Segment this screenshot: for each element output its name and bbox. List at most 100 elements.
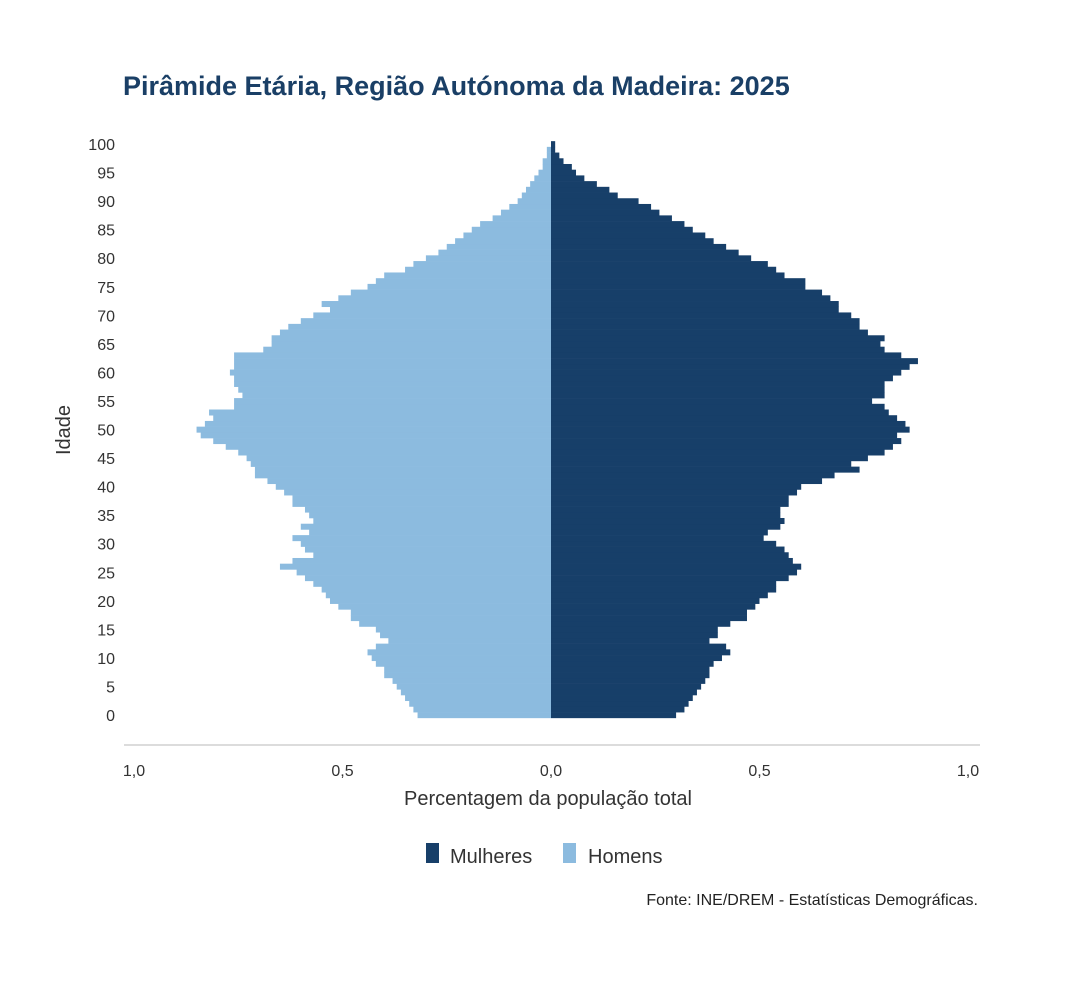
bar-mulheres-age-99 bbox=[551, 146, 556, 153]
bar-mulheres-age-84 bbox=[551, 232, 706, 239]
bar-homens-age-57 bbox=[238, 386, 551, 393]
bar-homens-age-76 bbox=[375, 278, 551, 285]
bar-mulheres-age-72 bbox=[551, 301, 839, 308]
y-tick-label: 45 bbox=[97, 451, 115, 468]
bar-mulheres-age-14 bbox=[551, 632, 718, 639]
bar-mulheres-age-49 bbox=[551, 432, 898, 439]
bar-homens-age-70 bbox=[313, 312, 551, 319]
bar-mulheres-age-89 bbox=[551, 203, 652, 210]
bar-mulheres-age-25 bbox=[551, 569, 798, 576]
y-tick-label: 10 bbox=[97, 651, 115, 668]
bar-mulheres-age-48 bbox=[551, 438, 902, 445]
bar-homens-age-29 bbox=[304, 546, 551, 553]
bar-homens-age-19 bbox=[338, 603, 551, 610]
bar-mulheres-age-94 bbox=[551, 175, 585, 182]
bar-homens-age-50 bbox=[196, 426, 552, 433]
bar-homens-age-40 bbox=[275, 483, 551, 490]
bar-mulheres-age-90 bbox=[551, 198, 639, 205]
y-tick-label: 95 bbox=[97, 166, 115, 183]
bar-homens-age-52 bbox=[213, 415, 552, 422]
bar-homens-age-41 bbox=[267, 478, 551, 485]
source-note: Fonte: INE/DREM - Estatísticas Demográfi… bbox=[646, 892, 978, 909]
y-tick-label: 15 bbox=[97, 622, 115, 639]
y-tick-label: 40 bbox=[97, 480, 115, 497]
bar-mulheres-age-22 bbox=[551, 586, 777, 593]
y-tick-label: 20 bbox=[97, 594, 115, 611]
bar-mulheres-age-39 bbox=[551, 489, 798, 496]
y-tick-label: 35 bbox=[97, 508, 115, 525]
y-tick-label: 30 bbox=[97, 537, 115, 554]
y-tick-label: 75 bbox=[97, 280, 115, 297]
bar-mulheres-age-33 bbox=[551, 523, 781, 530]
bar-homens-age-65 bbox=[271, 341, 551, 348]
bar-mulheres-age-1 bbox=[551, 706, 685, 713]
bar-homens-age-89 bbox=[509, 203, 551, 210]
bar-homens-age-67 bbox=[279, 329, 551, 336]
bar-mulheres-age-43 bbox=[551, 466, 860, 473]
legend: Mulheres Homens bbox=[426, 843, 662, 868]
bar-homens-age-42 bbox=[254, 472, 551, 479]
bar-mulheres-age-45 bbox=[551, 455, 868, 462]
bar-mulheres-age-100 bbox=[551, 141, 556, 148]
bar-mulheres-age-92 bbox=[551, 186, 610, 193]
bar-homens-age-4 bbox=[400, 689, 551, 696]
bar-mulheres-age-53 bbox=[551, 409, 889, 416]
bar-mulheres-age-26 bbox=[551, 563, 802, 570]
bar-mulheres-age-93 bbox=[551, 181, 597, 188]
y-tick-label: 50 bbox=[97, 423, 115, 440]
bar-homens-age-72 bbox=[321, 301, 551, 308]
bar-homens-age-88 bbox=[500, 209, 551, 216]
bar-homens-age-63 bbox=[234, 352, 551, 359]
bar-homens-age-54 bbox=[234, 403, 551, 410]
bar-mulheres-age-75 bbox=[551, 283, 806, 290]
bar-mulheres-age-6 bbox=[551, 677, 706, 684]
bar-homens-age-53 bbox=[209, 409, 551, 416]
bar-mulheres-age-91 bbox=[551, 192, 618, 199]
bar-mulheres-age-0 bbox=[551, 712, 677, 719]
y-tick-label: 100 bbox=[88, 137, 115, 154]
bar-mulheres-age-47 bbox=[551, 443, 893, 450]
bar-homens-age-69 bbox=[300, 318, 551, 325]
bar-mulheres-age-24 bbox=[551, 575, 789, 582]
bar-mulheres-age-51 bbox=[551, 420, 906, 427]
bar-homens-age-21 bbox=[325, 592, 551, 599]
bar-homens-age-7 bbox=[384, 672, 551, 679]
bar-homens-age-83 bbox=[455, 238, 551, 245]
y-tick-label: 25 bbox=[97, 565, 115, 582]
bar-homens-age-37 bbox=[292, 500, 551, 507]
bar-homens-age-58 bbox=[234, 380, 551, 387]
x-tick-label: 0,0 bbox=[540, 763, 562, 780]
y-tick-label: 90 bbox=[97, 194, 115, 211]
bars-homens bbox=[196, 146, 552, 719]
bar-homens-age-96 bbox=[542, 163, 551, 170]
bar-mulheres-age-79 bbox=[551, 261, 768, 268]
legend-label-mulheres: Mulheres bbox=[450, 846, 532, 868]
y-axis-ticks: 0 5 10 15 20 25 30 35 40 45 50 55 60 65 70 75 80 85 90 95 10… bbox=[88, 137, 115, 725]
bar-mulheres-age-61 bbox=[551, 363, 910, 370]
bar-homens-age-15 bbox=[375, 626, 551, 633]
bar-mulheres-age-97 bbox=[551, 158, 564, 165]
bar-mulheres-age-17 bbox=[551, 615, 747, 622]
bar-mulheres-age-71 bbox=[551, 306, 839, 313]
bar-homens-age-55 bbox=[234, 398, 551, 405]
bar-homens-age-82 bbox=[446, 243, 551, 250]
bar-mulheres-age-29 bbox=[551, 546, 785, 553]
bar-homens-age-23 bbox=[313, 580, 551, 587]
bar-mulheres-age-52 bbox=[551, 415, 898, 422]
bar-homens-age-86 bbox=[480, 221, 551, 228]
bar-homens-age-32 bbox=[309, 529, 551, 536]
y-tick-label: 55 bbox=[97, 394, 115, 411]
bar-mulheres-age-3 bbox=[551, 695, 693, 702]
bar-mulheres-age-38 bbox=[551, 495, 789, 502]
y-tick-label: 0 bbox=[106, 708, 115, 725]
bar-homens-age-90 bbox=[517, 198, 551, 205]
y-axis-title: Idade bbox=[53, 405, 75, 455]
bar-mulheres-age-65 bbox=[551, 341, 881, 348]
bar-mulheres-age-20 bbox=[551, 597, 760, 604]
bar-homens-age-71 bbox=[329, 306, 551, 313]
bar-mulheres-age-74 bbox=[551, 289, 823, 296]
bar-homens-age-12 bbox=[375, 643, 551, 650]
bar-homens-age-59 bbox=[234, 375, 551, 382]
bar-homens-age-75 bbox=[367, 283, 551, 290]
